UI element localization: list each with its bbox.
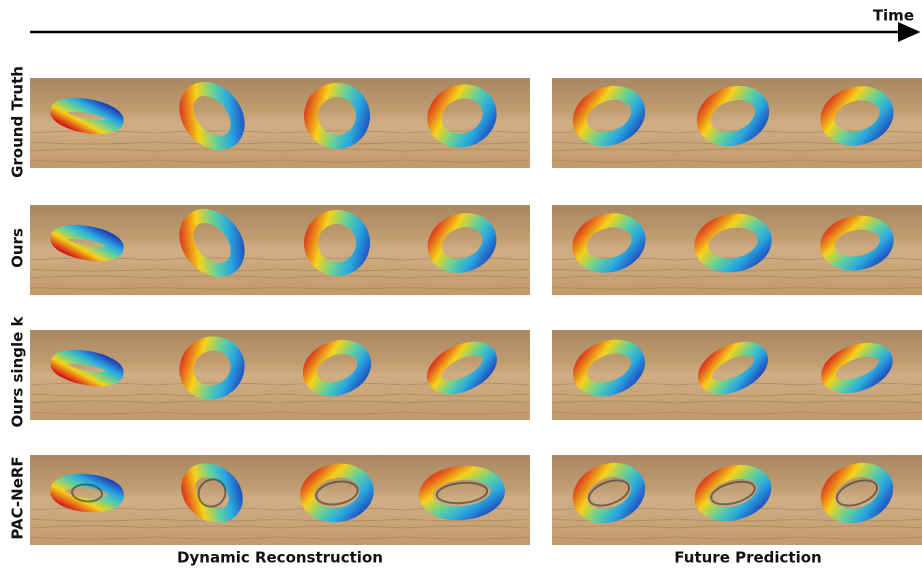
time-label: Time [873, 7, 914, 25]
group-label: Future Prediction [674, 549, 821, 567]
group-label: Dynamic Reconstruction [177, 549, 383, 567]
row-label: Ours single k [9, 315, 27, 427]
row-label: Ground Truth [9, 66, 27, 178]
row-label: PAC-NeRF [9, 456, 27, 539]
figure: Time Dynamic Reconstruction Future Predi… [0, 0, 922, 569]
image-grid [30, 78, 922, 545]
row-label: Ours [9, 228, 27, 268]
